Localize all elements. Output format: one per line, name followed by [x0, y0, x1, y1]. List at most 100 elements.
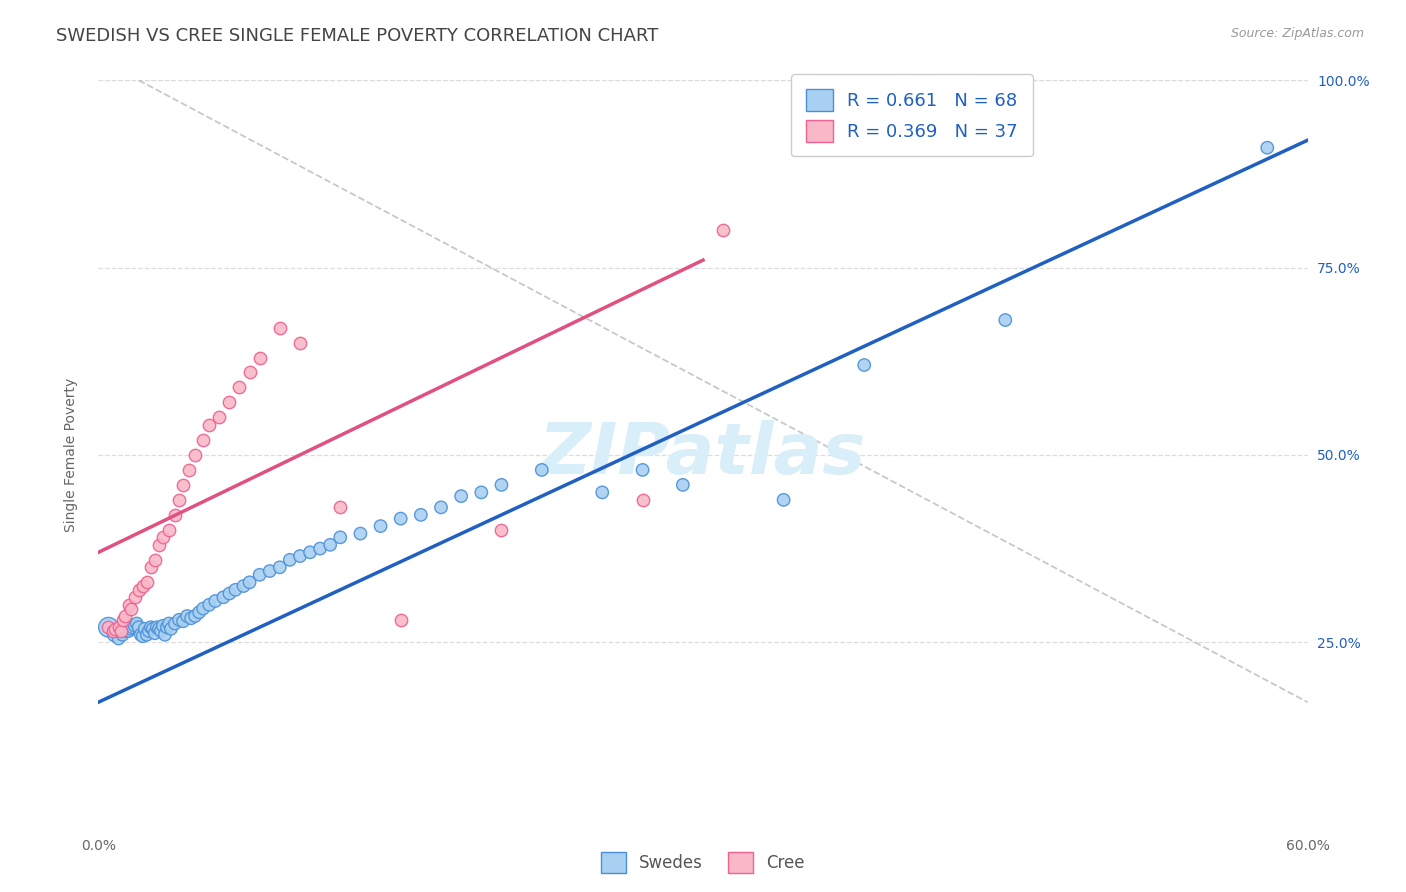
- Point: [530, 463, 553, 477]
- Point: [232, 579, 254, 593]
- Point: [176, 609, 198, 624]
- Point: [1256, 141, 1278, 155]
- Point: [107, 632, 129, 646]
- Point: [249, 567, 271, 582]
- Point: [138, 624, 160, 638]
- Point: [111, 628, 134, 642]
- Point: [160, 622, 183, 636]
- Point: [143, 626, 166, 640]
- Point: [491, 478, 513, 492]
- Point: [125, 616, 148, 631]
- Point: [114, 609, 136, 624]
- Point: [128, 620, 150, 634]
- Point: [132, 629, 155, 643]
- Point: [631, 492, 654, 507]
- Point: [228, 380, 250, 394]
- Point: [329, 530, 352, 544]
- Point: [110, 624, 132, 638]
- Point: [172, 614, 194, 628]
- Point: [198, 417, 221, 432]
- Point: [249, 351, 271, 365]
- Point: [124, 591, 146, 605]
- Legend: R = 0.661   N = 68, R = 0.369   N = 37: R = 0.661 N = 68, R = 0.369 N = 37: [792, 74, 1032, 156]
- Point: [121, 620, 143, 634]
- Point: [118, 624, 141, 638]
- Point: [135, 575, 157, 590]
- Point: [218, 395, 240, 409]
- Point: [259, 564, 281, 578]
- Point: [491, 523, 513, 537]
- Point: [179, 463, 201, 477]
- Point: [163, 508, 186, 522]
- Point: [430, 500, 453, 515]
- Point: [143, 553, 166, 567]
- Point: [103, 628, 125, 642]
- Point: [208, 410, 231, 425]
- Text: ZIPatlas: ZIPatlas: [540, 420, 866, 490]
- Legend: Swedes, Cree: Swedes, Cree: [595, 846, 811, 880]
- Point: [450, 489, 472, 503]
- Point: [152, 530, 174, 544]
- Text: SWEDISH VS CREE SINGLE FEMALE POVERTY CORRELATION CHART: SWEDISH VS CREE SINGLE FEMALE POVERTY CO…: [56, 27, 658, 45]
- Point: [103, 622, 125, 636]
- Point: [146, 620, 169, 634]
- Point: [239, 366, 262, 380]
- Point: [97, 620, 120, 634]
- Point: [631, 463, 654, 477]
- Point: [188, 605, 211, 619]
- Y-axis label: Single Female Poverty: Single Female Poverty: [63, 378, 77, 532]
- Point: [193, 433, 215, 447]
- Point: [389, 613, 412, 627]
- Point: [994, 313, 1017, 327]
- Point: [129, 628, 152, 642]
- Point: [204, 594, 226, 608]
- Point: [124, 619, 146, 633]
- Point: [97, 620, 120, 634]
- Point: [180, 611, 202, 625]
- Point: [139, 560, 162, 574]
- Point: [672, 478, 695, 492]
- Point: [118, 598, 141, 612]
- Point: [711, 223, 734, 237]
- Point: [198, 598, 221, 612]
- Point: [167, 492, 190, 507]
- Point: [152, 619, 174, 633]
- Point: [114, 624, 136, 638]
- Point: [172, 478, 194, 492]
- Point: [319, 538, 342, 552]
- Point: [184, 448, 207, 462]
- Point: [115, 624, 138, 638]
- Point: [389, 511, 412, 525]
- Point: [370, 519, 392, 533]
- Point: [212, 591, 235, 605]
- Point: [111, 613, 134, 627]
- Point: [288, 335, 311, 350]
- Point: [167, 613, 190, 627]
- Point: [142, 622, 165, 636]
- Point: [101, 624, 124, 638]
- Point: [139, 620, 162, 634]
- Point: [409, 508, 432, 522]
- Point: [120, 601, 142, 615]
- Point: [120, 622, 142, 636]
- Point: [470, 485, 492, 500]
- Point: [163, 616, 186, 631]
- Point: [349, 526, 371, 541]
- Point: [329, 500, 352, 515]
- Text: Source: ZipAtlas.com: Source: ZipAtlas.com: [1230, 27, 1364, 40]
- Point: [157, 523, 180, 537]
- Point: [148, 538, 170, 552]
- Point: [239, 575, 262, 590]
- Point: [288, 549, 311, 563]
- Point: [224, 582, 246, 597]
- Point: [218, 586, 240, 600]
- Point: [107, 620, 129, 634]
- Point: [134, 622, 156, 636]
- Point: [184, 609, 207, 624]
- Point: [591, 485, 613, 500]
- Point: [132, 579, 155, 593]
- Point: [278, 553, 301, 567]
- Point: [269, 560, 291, 574]
- Point: [193, 601, 215, 615]
- Point: [149, 624, 172, 638]
